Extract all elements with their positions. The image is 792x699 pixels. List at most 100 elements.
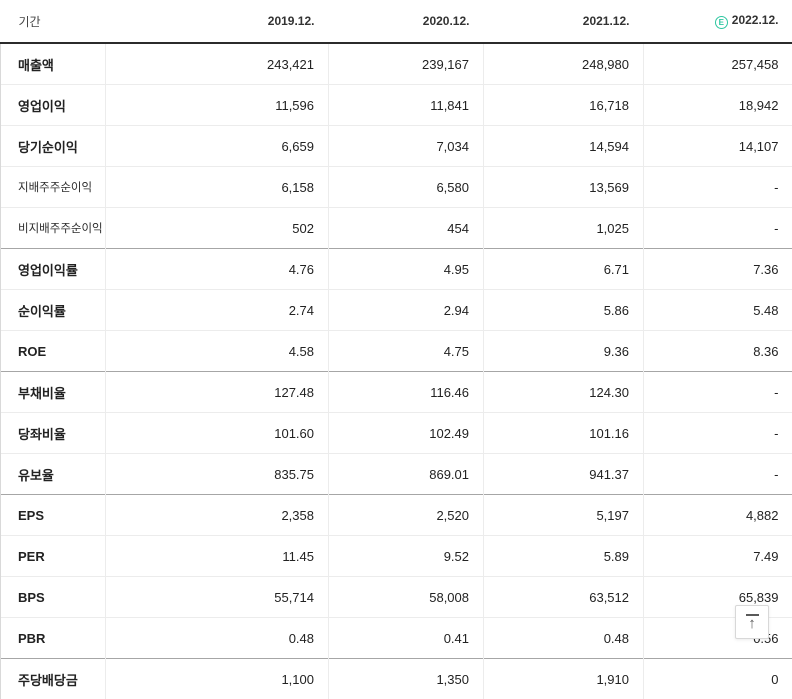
cell-value: 124.30 bbox=[484, 372, 644, 413]
cell-value: 11,596 bbox=[106, 85, 329, 126]
cell-value: 18,942 bbox=[644, 85, 792, 126]
cell-value: 1,910 bbox=[484, 659, 644, 699]
row-label: PER bbox=[1, 536, 106, 577]
cell-value: 2.94 bbox=[329, 290, 484, 331]
cell-value: 1,350 bbox=[329, 659, 484, 699]
year-header: 2019.12. bbox=[106, 0, 329, 43]
cell-value: 454 bbox=[329, 208, 484, 249]
row-label: 비지배주주순이익 bbox=[1, 208, 106, 249]
row-label: 유보율 bbox=[1, 454, 106, 495]
year-header: 2020.12. bbox=[329, 0, 484, 43]
cell-value: 4.75 bbox=[329, 331, 484, 372]
cell-value: - bbox=[644, 413, 792, 454]
year-header-label: 2022.12. bbox=[732, 13, 779, 27]
cell-value: 13,569 bbox=[484, 167, 644, 208]
row-label: 영업이익 bbox=[1, 85, 106, 126]
cell-value: 239,167 bbox=[329, 43, 484, 85]
cell-value: 0.48 bbox=[484, 618, 644, 659]
cell-value: 102.49 bbox=[329, 413, 484, 454]
estimate-e-circle-icon: E bbox=[715, 16, 728, 29]
cell-value: 6,580 bbox=[329, 167, 484, 208]
cell-value: 2.74 bbox=[106, 290, 329, 331]
row-label: 당좌비율 bbox=[1, 413, 106, 454]
cell-value: 502 bbox=[106, 208, 329, 249]
row-label: ROE bbox=[1, 331, 106, 372]
cell-value: 5.89 bbox=[484, 536, 644, 577]
cell-value: 11.45 bbox=[106, 536, 329, 577]
table-header: 기간 2019.12. 2020.12. 2021.12. E 2022.12. bbox=[1, 0, 792, 43]
up-arrow-icon: ↑ bbox=[748, 617, 756, 631]
row-label: 주당배당금 bbox=[1, 659, 106, 699]
cell-value: 0 bbox=[644, 659, 792, 699]
cell-value: 4,882 bbox=[644, 495, 792, 536]
cell-value: 1,100 bbox=[106, 659, 329, 699]
cell-value: - bbox=[644, 208, 792, 249]
cell-value: 14,594 bbox=[484, 126, 644, 167]
cell-value: 14,107 bbox=[644, 126, 792, 167]
cell-value: 243,421 bbox=[106, 43, 329, 85]
cell-value: 2,520 bbox=[329, 495, 484, 536]
cell-value: 5.86 bbox=[484, 290, 644, 331]
cell-value: 101.16 bbox=[484, 413, 644, 454]
scroll-to-top-button[interactable]: ↑ bbox=[735, 605, 769, 639]
cell-value: 4.58 bbox=[106, 331, 329, 372]
cell-value: 835.75 bbox=[106, 454, 329, 495]
cell-value: 6.71 bbox=[484, 249, 644, 290]
cell-value: 4.76 bbox=[106, 249, 329, 290]
cell-value: 941.37 bbox=[484, 454, 644, 495]
cell-value: 55,714 bbox=[106, 577, 329, 618]
cell-value: 8.36 bbox=[644, 331, 792, 372]
row-label: PBR bbox=[1, 618, 106, 659]
row-label: 부채비율 bbox=[1, 372, 106, 413]
cell-value: 5.48 bbox=[644, 290, 792, 331]
row-label: 순이익률 bbox=[1, 290, 106, 331]
row-label: 매출액 bbox=[1, 43, 106, 85]
cell-value: 1,025 bbox=[484, 208, 644, 249]
row-label: EPS bbox=[1, 495, 106, 536]
row-label: 영업이익률 bbox=[1, 249, 106, 290]
cell-value: - bbox=[644, 454, 792, 495]
cell-value: 101.60 bbox=[106, 413, 329, 454]
cell-value: 16,718 bbox=[484, 85, 644, 126]
cell-value: 0.48 bbox=[106, 618, 329, 659]
cell-value: 248,980 bbox=[484, 43, 644, 85]
cell-value: 7,034 bbox=[329, 126, 484, 167]
year-header-estimate: E 2022.12. bbox=[644, 0, 792, 43]
cell-value: 11,841 bbox=[329, 85, 484, 126]
cell-value: - bbox=[644, 372, 792, 413]
cell-value: 4.95 bbox=[329, 249, 484, 290]
row-label: 지배주주순이익 bbox=[1, 167, 106, 208]
cell-value: - bbox=[644, 167, 792, 208]
row-label: 당기순이익 bbox=[1, 126, 106, 167]
cell-value: 127.48 bbox=[106, 372, 329, 413]
cell-value: 257,458 bbox=[644, 43, 792, 85]
cell-value: 7.36 bbox=[644, 249, 792, 290]
cell-value: 6,659 bbox=[106, 126, 329, 167]
cell-value: 0.56 bbox=[644, 618, 792, 659]
cell-value: 116.46 bbox=[329, 372, 484, 413]
cell-value: 9.36 bbox=[484, 331, 644, 372]
cell-value: 7.49 bbox=[644, 536, 792, 577]
year-header: 2021.12. bbox=[484, 0, 644, 43]
cell-value: 65,839 bbox=[644, 577, 792, 618]
cell-value: 6,158 bbox=[106, 167, 329, 208]
cell-value: 58,008 bbox=[329, 577, 484, 618]
cell-value: 0.41 bbox=[329, 618, 484, 659]
period-header: 기간 bbox=[1, 0, 106, 43]
cell-value: 5,197 bbox=[484, 495, 644, 536]
